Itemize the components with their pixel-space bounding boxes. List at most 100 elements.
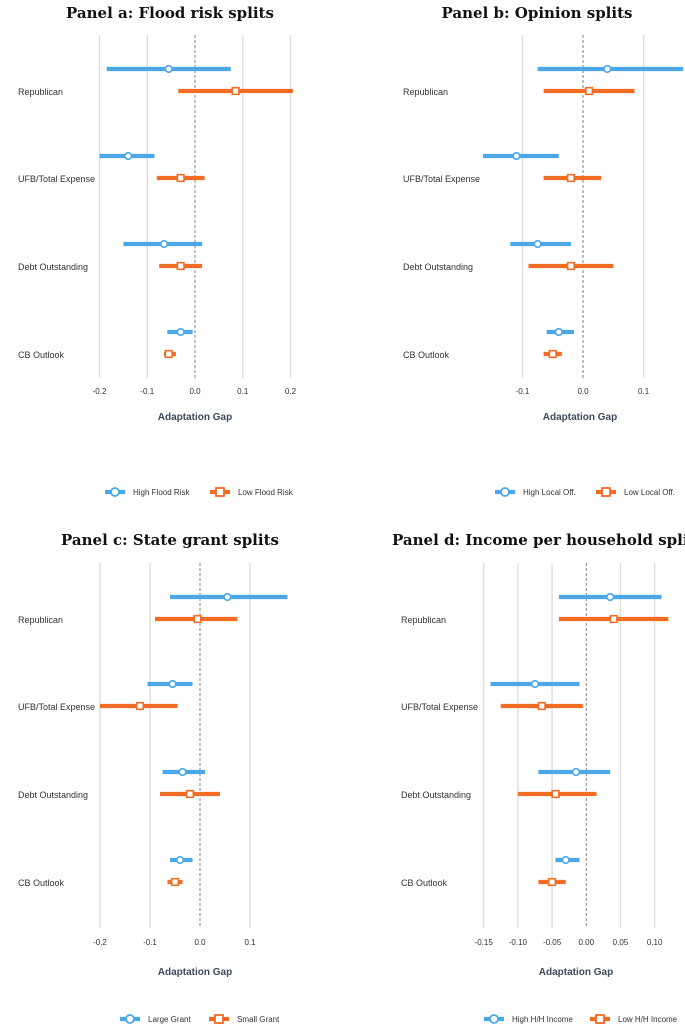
point-estimate — [193, 614, 202, 624]
point-estimate — [164, 64, 173, 74]
legend-swatch-marker — [500, 487, 510, 497]
point-estimate — [124, 151, 133, 161]
legend-label: Low Local Off. — [624, 488, 675, 497]
category-label: CB Outlook — [401, 878, 448, 888]
point-estimate — [176, 327, 185, 337]
x-tick-label: -0.2 — [93, 387, 107, 396]
point-estimate — [178, 767, 187, 777]
legend-label: Small Grant — [237, 1015, 280, 1024]
point-estimate — [164, 349, 173, 359]
x-tick-label: -0.1 — [140, 387, 154, 396]
point-estimate — [530, 679, 540, 689]
point-estimate — [566, 261, 576, 271]
point-estimate — [170, 877, 180, 887]
x-tick-label: 0.0 — [189, 387, 201, 396]
legend-item: High H/H Income — [484, 1014, 573, 1024]
point-estimate — [551, 789, 560, 799]
x-axis-label: Adaptation Gap — [158, 412, 232, 423]
x-axis-label: Adaptation Gap — [543, 412, 617, 423]
x-tick-label: 0.1 — [237, 387, 249, 396]
point-estimate — [554, 327, 563, 337]
panel-1: Panel b: Opinion splits -0.1 0.0 0.1 Republi… — [403, 4, 683, 497]
legend-label: High Local Off. — [523, 488, 576, 497]
category-label: Debt Outstanding — [403, 262, 473, 272]
panel-title: Panel c: State grant splits — [61, 531, 279, 549]
category-label: Republican — [401, 615, 446, 625]
legend-item: High Flood Risk — [105, 487, 190, 497]
x-axis-label: Adaptation Gap — [539, 967, 613, 978]
x-tick-label: -0.10 — [509, 938, 528, 947]
legend-item: Low Flood Risk — [210, 487, 294, 497]
legend-swatch-marker — [601, 487, 611, 497]
point-estimate — [547, 877, 557, 887]
x-tick-label: 0.0 — [577, 387, 589, 396]
point-estimate — [159, 239, 169, 249]
point-estimate — [566, 173, 576, 183]
point-estimate — [176, 261, 185, 271]
legend-swatch-marker — [215, 487, 225, 497]
category-label: CB Outlook — [403, 350, 450, 360]
point-estimate — [533, 239, 542, 249]
legend-item: Large Grant — [120, 1014, 191, 1024]
point-estimate — [176, 173, 185, 183]
point-estimate — [548, 349, 557, 359]
legend-item: Small Grant — [209, 1014, 280, 1024]
legend-swatch-marker — [125, 1014, 135, 1024]
legend-swatch-marker — [489, 1014, 499, 1024]
panel-0: Panel a: Flood risk splits -0.2 -0.1 0.0 0.1… — [18, 4, 297, 497]
panel-title: Panel b: Opinion splits — [442, 4, 633, 22]
category-label: UFB/Total Expense — [18, 702, 95, 712]
point-estimate — [603, 64, 612, 74]
point-estimate — [609, 614, 618, 624]
x-tick-label: -0.1 — [516, 387, 530, 396]
category-label: Republican — [403, 87, 448, 97]
legend-item: Low H/H Income — [590, 1014, 678, 1024]
x-tick-label: -0.1 — [143, 938, 157, 947]
x-tick-label: -0.2 — [93, 938, 107, 947]
legend-item: Low Local Off. — [596, 487, 675, 497]
category-label: UFB/Total Expense — [18, 174, 95, 184]
x-axis-label: Adaptation Gap — [158, 967, 232, 978]
point-estimate — [571, 767, 581, 777]
point-estimate — [223, 592, 232, 602]
legend-label: Large Grant — [148, 1015, 191, 1024]
point-estimate — [185, 789, 195, 799]
x-tick-label: -0.05 — [543, 938, 562, 947]
x-tick-label: 0.2 — [285, 387, 297, 396]
category-label: Debt Outstanding — [401, 790, 471, 800]
legend-item: High Local Off. — [495, 487, 576, 497]
category-label: CB Outlook — [18, 350, 65, 360]
point-estimate — [606, 592, 615, 602]
point-estimate — [168, 679, 177, 689]
point-estimate — [231, 86, 240, 96]
legend-swatch-marker — [214, 1014, 224, 1024]
category-label: UFB/Total Expense — [401, 702, 478, 712]
x-tick-label: 0.00 — [578, 938, 594, 947]
legend-label: High H/H Income — [512, 1015, 573, 1024]
x-tick-label: 0.10 — [647, 938, 663, 947]
legend-swatch-marker — [110, 487, 120, 497]
panel-title: Panel a: Flood risk splits — [66, 4, 274, 22]
legend-label: Low H/H Income — [618, 1015, 678, 1024]
x-tick-label: 0.0 — [194, 938, 206, 947]
x-tick-label: -0.15 — [475, 938, 494, 947]
panel-3: Panel d: Income per household splits -0.1… — [392, 531, 685, 1024]
point-estimate — [175, 855, 185, 865]
category-label: UFB/Total Expense — [403, 174, 480, 184]
point-estimate — [584, 86, 594, 96]
category-label: Debt Outstanding — [18, 262, 88, 272]
panel-title: Panel d: Income per household splits — [392, 531, 685, 549]
point-estimate — [512, 151, 521, 161]
point-estimate — [135, 701, 145, 711]
category-label: CB Outlook — [18, 878, 65, 888]
category-label: Debt Outstanding — [18, 790, 88, 800]
category-label: Republican — [18, 615, 63, 625]
x-tick-label: 0.05 — [613, 938, 629, 947]
legend-swatch-marker — [595, 1014, 605, 1024]
x-tick-label: 0.1 — [638, 387, 650, 396]
panel-2: Panel c: State grant splits -0.2 -0.1 0.0 0.… — [18, 531, 288, 1024]
x-tick-label: 0.1 — [244, 938, 256, 947]
legend-label: High Flood Risk — [133, 488, 190, 497]
category-label: Republican — [18, 87, 63, 97]
